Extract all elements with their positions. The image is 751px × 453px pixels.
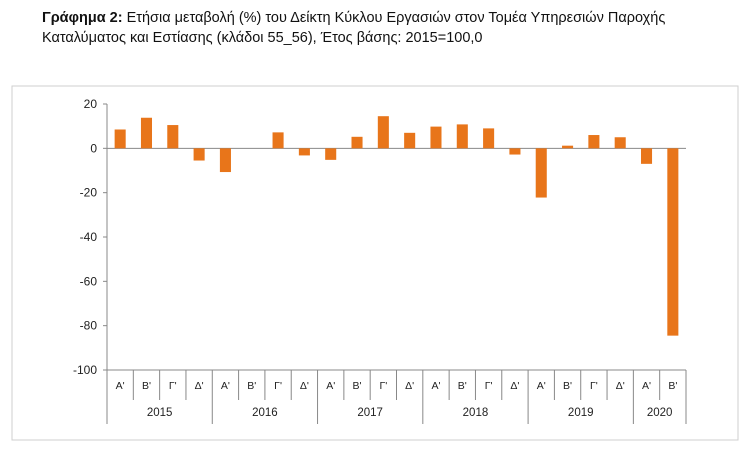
bar [562,145,574,149]
x-tick-label: Α' [221,380,230,392]
x-tick-label: Α' [537,380,546,392]
bar [140,117,153,149]
y-tick-label: -40 [80,230,98,244]
bar [535,148,547,198]
x-tick-label: Δ' [510,380,519,392]
bar [351,136,363,149]
x-tick-label: Δ' [405,380,414,392]
bar [114,129,126,149]
x-tick-label: Α' [642,380,651,392]
bar [456,124,468,149]
x-tick-label: Α' [116,380,125,392]
year-label: 2016 [252,407,278,419]
bar [588,135,600,149]
bar [298,148,310,156]
x-tick-label: Γ' [590,380,598,392]
x-tick-label: Α' [326,380,335,392]
x-tick-label: Γ' [169,380,177,392]
bar [404,132,416,149]
y-tick-label: 20 [84,97,98,111]
x-tick-label: Α' [431,380,440,392]
x-tick-label: Δ' [616,380,625,392]
bar [167,125,179,149]
chart-title-prefix: Γράφημα 2: [42,10,123,26]
x-tick-label: Δ' [300,380,309,392]
x-tick-label: Β' [247,380,256,392]
year-label: 2015 [147,407,173,419]
year-label: 2020 [647,407,673,419]
x-tick-label: Β' [458,380,467,392]
x-tick-label: Γ' [379,380,387,392]
chart-title-text: Ετήσια μεταβολή (%) του Δείκτη Κύκλου Ερ… [42,10,666,46]
x-tick-label: Β' [563,380,572,392]
x-tick-label: Β' [353,380,362,392]
bar [483,128,495,149]
bar [640,148,653,164]
x-tick-label: Β' [142,380,151,392]
x-tick-label: Γ' [274,380,282,392]
bar [614,137,626,149]
bar [377,116,389,149]
bar [430,126,442,149]
x-tick-label: Β' [668,380,677,392]
bar [193,148,205,161]
bar [219,148,231,173]
bar [272,132,284,149]
bar [325,148,337,160]
bar [509,148,521,155]
y-tick-label: -60 [80,274,98,288]
y-tick-label: 0 [90,141,97,155]
y-tick-label: -80 [80,319,98,333]
x-tick-label: Δ' [195,380,204,392]
y-tick-label: -100 [73,363,97,377]
chart-title: Γράφημα 2: Ετήσια μεταβολή (%) του Δείκτ… [42,8,742,48]
year-label: 2017 [357,407,383,419]
x-tick-label: Γ' [485,380,493,392]
bar [667,148,679,336]
year-label: 2018 [463,407,489,419]
y-tick-label: -20 [80,186,98,200]
year-label: 2019 [568,407,594,419]
